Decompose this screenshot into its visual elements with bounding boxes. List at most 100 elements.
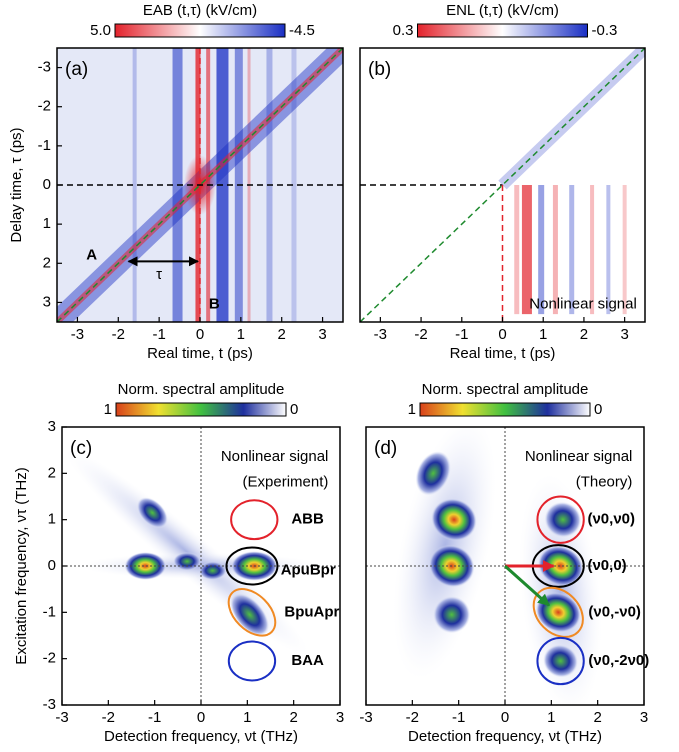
x-axis-label: Real time, t (ps)	[147, 345, 253, 362]
colorbar-title: ENL (t,τ) (kV/cm)	[446, 2, 559, 19]
diag-dash	[57, 48, 343, 322]
heatmap	[366, 427, 644, 705]
colorbar	[419, 402, 591, 417]
x-tick-label: 0	[501, 709, 509, 726]
panel-label: (b)	[368, 59, 391, 80]
annotation: (ν0,0)	[587, 557, 626, 574]
y-tick-label: 2	[48, 464, 56, 481]
panel: Norm. spectral amplitude 1 0 -3 -2 -1 0 1 2 3 Dete…	[359, 381, 649, 745]
blob	[431, 498, 477, 541]
x-tick-label: -2	[112, 326, 125, 343]
x-axis-label: Detection frequency, νt (THz)	[408, 728, 602, 745]
y-axis-label: Excitation frequency, ντ (THz)	[13, 467, 30, 664]
heatmap	[360, 48, 645, 322]
x-tick-label: 0	[196, 326, 204, 343]
x-tick-label: -2	[102, 709, 115, 726]
annotation: ABB	[291, 511, 324, 528]
ring	[225, 546, 279, 586]
x-tick-label: -3	[55, 709, 68, 726]
x-tick-label: 3	[336, 709, 344, 726]
blob	[136, 497, 168, 529]
panel-label: (a)	[65, 59, 88, 80]
annotation: (ν0,-ν0)	[588, 603, 641, 620]
blob	[230, 593, 270, 637]
x-tick-label: 1	[539, 326, 547, 343]
heatmap	[57, 48, 343, 322]
y-tick-label: 1	[48, 511, 56, 528]
panel: ENL (t,τ) (kV/cm) 0.3 -0.3 -3 -2 -1 0 1 2 3 Real t…	[359, 2, 646, 362]
x-tick-label: -1	[455, 326, 468, 343]
blob	[433, 596, 471, 634]
colorbar-tick-label: 0	[594, 401, 602, 418]
y-tick-label: 0	[48, 557, 56, 574]
annotation: τ	[156, 266, 162, 283]
ring	[230, 499, 279, 541]
x-tick-label: -2	[414, 326, 427, 343]
x-tick-label: -3	[374, 326, 387, 343]
y-tick-label: -3	[43, 696, 56, 713]
panel-label: (c)	[70, 438, 92, 459]
blob	[173, 552, 202, 571]
y-tick-label: -2	[43, 650, 56, 667]
blob	[198, 561, 227, 580]
x-tick-label: -1	[152, 326, 165, 343]
colorbar	[114, 23, 286, 38]
annotation: B	[209, 295, 220, 312]
annotation: Nonlinear signal	[221, 448, 329, 465]
heatmap	[62, 427, 340, 705]
colorbar-title: EAB (t,τ) (kV/cm)	[143, 2, 257, 19]
ring	[532, 586, 584, 638]
annotation: Nonlinear signal	[529, 295, 637, 312]
annotation: (Theory)	[576, 474, 633, 491]
x-tick-label: 3	[318, 326, 326, 343]
annotation: (ν0,ν0)	[587, 511, 635, 528]
annotation: BpuApr	[284, 603, 339, 620]
y-tick-label: 2	[43, 254, 51, 271]
y-tick-label: 1	[43, 215, 51, 232]
annotation: A	[86, 246, 97, 263]
blob	[538, 545, 584, 587]
x-tick-label: 1	[547, 709, 555, 726]
panel-label: (d)	[374, 438, 397, 459]
x-tick-label: -2	[406, 709, 419, 726]
x-tick-label: 1	[237, 326, 245, 343]
x-tick-label: 2	[580, 326, 588, 343]
colorbar-tick-label: 1	[408, 401, 416, 418]
blob	[544, 501, 582, 538]
x-tick-label: -1	[452, 709, 465, 726]
annotation: Nonlinear signal	[525, 448, 633, 465]
x-tick-label: -3	[359, 709, 372, 726]
colorbar-title: Norm. spectral amplitude	[118, 381, 285, 398]
x-tick-label: -3	[71, 326, 84, 343]
x-tick-label: 2	[593, 709, 601, 726]
annotation: (ν0,-2ν0)	[588, 652, 649, 669]
annotation: ApuBpr	[281, 562, 336, 579]
annotation: BAA	[291, 652, 324, 669]
colorbar-title: Norm. spectral amplitude	[422, 381, 589, 398]
y-tick-label: 3	[43, 293, 51, 310]
colorbar-tick-label: -4.5	[289, 22, 315, 39]
x-tick-label: 0	[197, 709, 205, 726]
blob	[543, 644, 578, 678]
colorbar-tick-label: 1	[104, 401, 112, 418]
blob	[124, 552, 167, 580]
ring	[536, 495, 585, 544]
colorbar-tick-label: 0.3	[393, 22, 414, 39]
y-tick-label: -1	[38, 137, 51, 154]
ring	[227, 588, 277, 637]
y-tick-label: -3	[38, 59, 51, 76]
ring	[227, 640, 277, 682]
colorbar-tick-label: -0.3	[592, 22, 618, 39]
colorbar	[417, 23, 588, 38]
x-tick-label: 2	[278, 326, 286, 343]
y-tick-label: -2	[38, 98, 51, 115]
x-tick-label: 3	[620, 326, 628, 343]
colorbar-tick-label: 5.0	[90, 22, 111, 39]
panel: EAB (t,τ) (kV/cm) 5.0 -4.5 -3 -2 -1 0 1 2 3 -3 -2 -1…	[8, 2, 344, 362]
arrow	[503, 564, 551, 607]
panel: Norm. spectral amplitude 1 0 -3 -2 -1 0 1 2 3 -3 -2…	[13, 381, 344, 745]
y-axis-label: Delay time, τ (ps)	[8, 127, 25, 242]
colorbar-tick-label: 0	[290, 401, 298, 418]
x-tick-label: 1	[243, 709, 251, 726]
